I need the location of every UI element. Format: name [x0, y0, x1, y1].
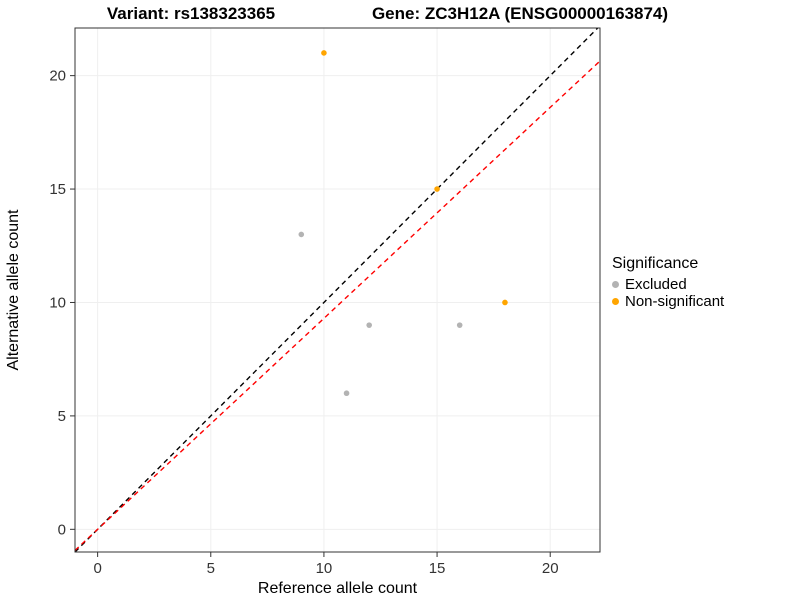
x-tick-label: 5 [207, 560, 215, 577]
y-tick-label: 0 [58, 521, 66, 538]
x-tick-label: 15 [429, 560, 446, 577]
y-tick-label: 15 [49, 181, 66, 198]
plot-title-gene: Gene: ZC3H12A (ENSG00000163874) [371, 4, 669, 23]
data-point-excluded [343, 390, 350, 397]
y-tick-label: 20 [49, 68, 66, 85]
legend-dot-icon [612, 281, 619, 288]
fit-dashed-line [75, 60, 600, 551]
x-tick-label: 20 [542, 560, 559, 577]
panel-background [75, 28, 600, 552]
data-point-non-significant [434, 186, 440, 192]
identity-dashed-line [75, 28, 599, 552]
y-axis-title: Alternative allele count [5, 209, 22, 371]
legend-dot-icon [612, 298, 619, 305]
legend-entry-label: Excluded [625, 276, 687, 293]
legend-entry: Non-significant [612, 293, 724, 310]
legend-title: Significance [612, 255, 699, 272]
legend-entries: Excluded Non-significant [612, 276, 724, 310]
data-point-non-significant [502, 299, 508, 306]
x-axis-title: Reference allele count [258, 580, 418, 597]
x-tick-label: 10 [316, 560, 333, 577]
y-tick-label: 10 [49, 294, 66, 311]
x-tick-label: 0 [93, 560, 101, 577]
plot-title-variant: Variant: rs138323365 [106, 4, 276, 23]
y-tick-label: 5 [58, 408, 66, 425]
legend: Significance Excluded Non-significant [612, 255, 724, 310]
legend-entry-label: Non-significant [625, 293, 725, 310]
panel-border [74, 27, 601, 553]
data-point-non-significant [321, 50, 327, 56]
legend-entry: Excluded [612, 276, 724, 293]
data-point-excluded [456, 322, 463, 328]
data-point-excluded [366, 322, 372, 328]
data-point-excluded [298, 231, 305, 238]
